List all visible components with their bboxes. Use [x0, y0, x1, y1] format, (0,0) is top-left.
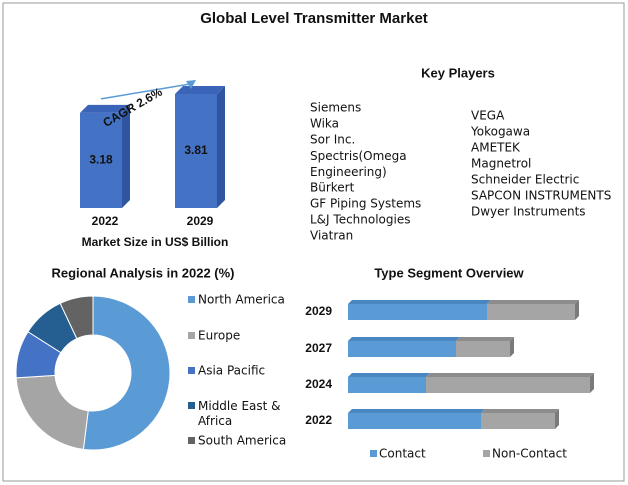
- key-player: SAPCON INSTRUMENTS: [471, 189, 611, 203]
- legend-label: North America: [198, 293, 285, 307]
- bar: [175, 94, 217, 208]
- x-axis-label: Market Size in US$ Billion: [82, 235, 229, 249]
- bar-side: [217, 86, 225, 208]
- bar-top: [348, 300, 491, 304]
- bar-side: [555, 409, 559, 429]
- bar-top: [175, 86, 225, 94]
- bar-top: [348, 373, 430, 377]
- donut-title: Regional Analysis in 2022 (%): [51, 265, 234, 280]
- bar-value: 3.81: [184, 143, 208, 157]
- bar-segment: [348, 304, 487, 320]
- bar-top: [481, 409, 559, 413]
- key-player: L&J Technologies: [310, 213, 410, 227]
- bar-segment: [456, 341, 510, 357]
- key-player: AMETEK: [471, 141, 521, 155]
- legend-swatch: [483, 450, 490, 457]
- donut-slice: [59, 295, 94, 340]
- legend-label: Non-Contact: [492, 447, 567, 461]
- key-player: VEGA: [471, 109, 505, 123]
- key-player: Magnetrol: [471, 157, 531, 171]
- bar-segment: [481, 413, 555, 429]
- key-player: Dwyer Instruments: [471, 205, 586, 219]
- key-player: Wika: [310, 117, 339, 131]
- legend-swatch: [188, 437, 195, 444]
- bar: [80, 112, 122, 208]
- donut-slice: [82, 295, 171, 451]
- legend-label: Middle East & Africa: [198, 399, 281, 428]
- y-tick-label: 2022: [305, 413, 332, 427]
- cagr-arrow: [100, 83, 191, 100]
- bar-top: [487, 300, 579, 304]
- legend-label: Asia Pacific: [198, 364, 265, 378]
- key-player: Spectris(Omega Engineering): [310, 149, 407, 179]
- legend-swatch: [188, 367, 195, 374]
- legend-swatch: [188, 296, 195, 303]
- bar-side: [122, 104, 130, 208]
- bar-top: [456, 337, 514, 341]
- cagr-arrowhead: [186, 80, 196, 89]
- bar-segment: [487, 304, 575, 320]
- legend-label: Contact: [379, 447, 426, 461]
- bar-value: 3.18: [89, 153, 113, 167]
- key-player: Viatran: [310, 229, 353, 243]
- legend-label: Europe: [198, 329, 240, 343]
- x-tick-label: 2022: [92, 214, 119, 228]
- donut-slice: [15, 374, 89, 450]
- key-player: Schneider Electric: [471, 173, 579, 187]
- legend-label: South America: [198, 434, 286, 448]
- bar-top: [80, 104, 130, 113]
- key-player: Sor Inc.: [310, 133, 355, 147]
- bar-side: [590, 373, 594, 393]
- key-players-title: Key Players: [421, 65, 495, 80]
- y-tick-label: 2024: [305, 377, 332, 391]
- bar-segment: [348, 377, 426, 393]
- x-tick-label: 2029: [187, 214, 214, 228]
- bar-segment: [348, 341, 456, 357]
- bar-top: [426, 373, 594, 377]
- legend-swatch: [188, 402, 195, 409]
- bar-segment: [348, 413, 481, 429]
- bar-top: [348, 409, 485, 413]
- bar-top: [348, 337, 460, 341]
- page-title: Global Level Transmitter Market: [200, 10, 428, 27]
- bar-side: [575, 300, 579, 320]
- key-player: Siemens: [310, 101, 361, 115]
- bar-side: [510, 337, 514, 357]
- key-player: Bürkert: [310, 181, 355, 195]
- key-player: Yokogawa: [470, 125, 530, 139]
- y-tick-label: 2027: [305, 341, 332, 355]
- legend-swatch: [370, 450, 377, 457]
- bar-segment: [426, 377, 590, 393]
- key-player: GF Piping Systems: [310, 197, 421, 211]
- segment-title: Type Segment Overview: [374, 265, 524, 280]
- legend-swatch: [188, 332, 195, 339]
- y-tick-label: 2029: [305, 304, 332, 318]
